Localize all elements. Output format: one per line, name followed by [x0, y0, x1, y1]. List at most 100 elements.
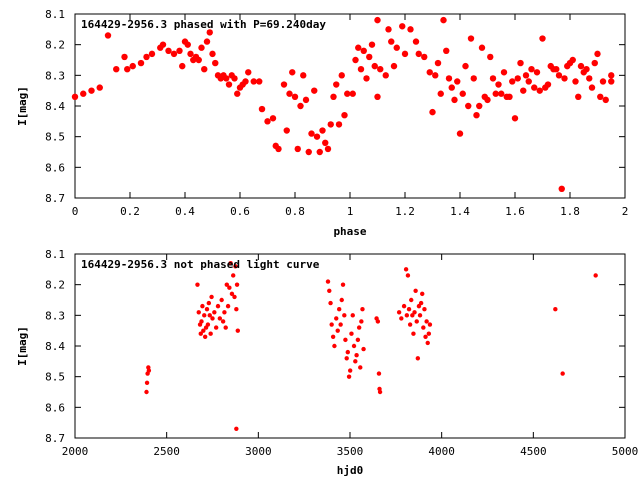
data-point — [196, 310, 201, 315]
data-point — [470, 75, 477, 82]
data-point — [608, 78, 615, 85]
data-point — [517, 59, 524, 67]
data-point — [199, 319, 204, 324]
data-point — [213, 325, 219, 330]
data-point — [492, 90, 499, 97]
y-tick-label: 8.5 — [45, 371, 65, 384]
data-point — [207, 313, 212, 318]
data-point — [210, 316, 215, 321]
data-point — [401, 303, 407, 309]
y-tick-label: 8.6 — [45, 161, 65, 174]
data-point — [495, 81, 502, 88]
data-point — [385, 26, 392, 33]
data-point — [338, 322, 343, 327]
data-point — [334, 316, 339, 321]
data-point — [371, 62, 378, 70]
data-point — [349, 90, 356, 97]
data-point — [336, 307, 342, 312]
data-point — [209, 294, 214, 300]
data-point — [294, 145, 301, 153]
data-point — [198, 44, 205, 51]
data-point — [330, 334, 336, 339]
data-point — [368, 41, 376, 48]
data-point — [219, 297, 224, 303]
data-point — [423, 334, 428, 339]
data-point — [434, 59, 442, 67]
data-point — [359, 319, 364, 324]
data-point — [234, 426, 239, 431]
data-point — [454, 78, 461, 85]
data-point — [409, 297, 414, 303]
data-point — [225, 303, 231, 309]
data-point — [399, 23, 406, 30]
data-point — [358, 365, 363, 370]
data-point — [405, 273, 411, 278]
data-point — [223, 325, 228, 330]
data-point — [245, 69, 252, 76]
data-point — [280, 81, 288, 88]
x-tick-label: 1.4 — [450, 205, 470, 218]
data-point — [363, 75, 370, 82]
data-point — [602, 96, 609, 104]
data-point — [448, 84, 455, 91]
data-point — [231, 75, 238, 82]
data-point — [416, 303, 422, 309]
chart-title: 164429-2956.3 not phased light curve — [81, 258, 320, 271]
data-point — [404, 313, 410, 318]
data-point — [429, 108, 436, 116]
data-point — [465, 102, 472, 110]
x-tick-label: 0 — [72, 205, 79, 218]
data-point — [206, 29, 213, 36]
data-point — [341, 112, 348, 119]
data-point — [484, 96, 491, 104]
data-point — [553, 307, 558, 312]
data-point — [208, 331, 213, 336]
data-point — [137, 59, 145, 67]
data-point — [414, 319, 419, 324]
data-point — [220, 319, 226, 324]
data-point — [71, 93, 79, 101]
data-point — [594, 50, 601, 58]
data-point — [202, 313, 207, 318]
data-point — [375, 319, 381, 324]
data-point — [332, 343, 337, 349]
data-point — [425, 340, 430, 346]
data-point — [187, 50, 194, 58]
data-point — [498, 90, 505, 97]
data-point — [420, 291, 425, 297]
data-point — [339, 297, 344, 303]
data-point — [599, 78, 607, 85]
data-point — [222, 310, 227, 315]
x-axis-label: hjd0 — [337, 464, 364, 477]
data-point — [234, 282, 240, 287]
data-point — [258, 105, 266, 113]
data-point — [335, 121, 343, 128]
data-point — [593, 273, 598, 278]
data-point — [144, 380, 150, 385]
data-point — [88, 87, 95, 94]
data-point — [443, 47, 450, 54]
x-tick-label: 2 — [622, 205, 629, 218]
data-point — [201, 328, 206, 333]
data-point — [328, 300, 333, 306]
x-tick-label: 1 — [347, 205, 354, 218]
x-tick-label: 0.6 — [230, 205, 250, 218]
data-point — [223, 75, 230, 82]
data-point — [396, 310, 402, 315]
data-point — [376, 371, 382, 376]
data-point — [242, 78, 249, 85]
y-tick-label: 8.7 — [45, 192, 65, 205]
data-point — [415, 50, 422, 58]
data-point — [346, 374, 352, 379]
data-point — [356, 325, 362, 330]
data-point — [528, 66, 535, 73]
data-point — [569, 56, 576, 64]
data-point — [575, 93, 582, 101]
data-point — [205, 322, 211, 327]
data-point — [351, 343, 357, 349]
data-point — [344, 356, 349, 361]
data-point — [352, 56, 359, 64]
y-axis-label: I[mag] — [16, 326, 29, 366]
data-point — [235, 328, 240, 333]
data-point — [509, 78, 516, 85]
